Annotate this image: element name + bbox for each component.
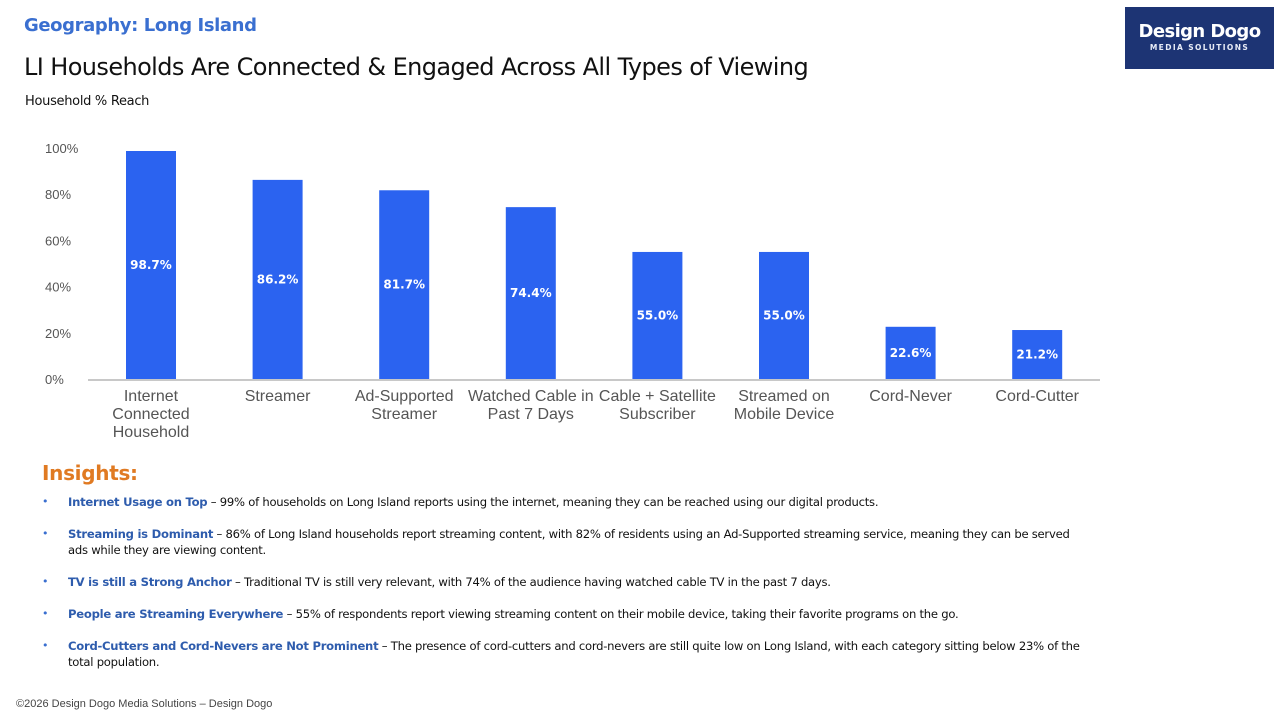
insight-lead: TV is still a Strong Anchor [68, 575, 232, 589]
bar [1012, 330, 1063, 380]
x-category-label-line: Ad-Supported [355, 388, 454, 405]
bullet-icon: • [42, 495, 49, 508]
bullet-icon: • [42, 527, 49, 540]
page-title: LI Households Are Connected & Engaged Ac… [24, 53, 809, 81]
chart-subtitle: Household % Reach [25, 94, 150, 109]
bullet-icon: • [42, 639, 49, 652]
logo-brand-text: Design Dogo [1138, 21, 1262, 42]
bullet-icon: • [42, 607, 49, 620]
y-tick-label: 40% [45, 280, 71, 295]
bars: 98.7% 86.2% 81.7% 74.4% 55.0% 55.0% 22.6% 21.2% [126, 151, 1063, 380]
bar [252, 179, 303, 380]
logo-tagline: MEDIA SOLUTIONS [1149, 43, 1250, 52]
insight-text: – The presence of cord-cutters and cord-… [68, 639, 1080, 669]
x-category-label-line: Subscriber [619, 406, 696, 423]
x-category-label: Streamer [245, 388, 311, 405]
y-tick-label: 20% [45, 326, 71, 341]
x-category-label: Ad-Supported Streamer [355, 388, 454, 423]
x-category-label-line: Cable + Satellite [599, 388, 716, 405]
y-tick-label: 80% [45, 187, 71, 202]
bar [505, 207, 556, 380]
x-category-label-line: Household [113, 424, 190, 441]
bar [379, 190, 430, 380]
x-category-label-line: Streamer [245, 388, 311, 405]
y-tick-label: 60% [45, 233, 71, 248]
x-category-label-line: Watched Cable in [468, 388, 594, 405]
insight-lead: People are Streaming Everywhere [68, 607, 284, 621]
bar-data-label: 86.2% [257, 272, 299, 286]
insight-lead: Internet Usage on Top [68, 495, 208, 509]
insights-list: • Internet Usage on Top – 99% of househo… [42, 494, 1092, 686]
insight-item: • Streaming is Dominant – 86% of Long Is… [42, 526, 1092, 558]
insight-item: • People are Streaming Everywhere – 55% … [42, 606, 1092, 622]
bar-data-label: 81.7% [383, 278, 425, 292]
x-category-label: Streamed on Mobile Device [734, 388, 835, 423]
bar-data-label: 22.6% [890, 346, 932, 360]
company-logo: Design Dogo MEDIA SOLUTIONS [1125, 7, 1274, 69]
x-category-label-line: Streamed on [738, 388, 830, 405]
bar-chart: 0% 20% 40% 60% 80% 100% 98.7% 86.2% 81.7% 74.4% 5… [45, 141, 1100, 441]
x-category-label: Internet Connected Household [112, 388, 189, 441]
x-category-label: Cord-Cutter [995, 388, 1079, 405]
y-tick-label: 0% [45, 372, 64, 387]
bar-data-label: 21.2% [1016, 348, 1058, 362]
x-category-label-line: Mobile Device [734, 406, 835, 423]
x-category-label: Watched Cable in Past 7 Days [468, 388, 594, 423]
x-category-label-line: Cord-Cutter [995, 388, 1079, 405]
y-axis-ticks: 0% 20% 40% 60% 80% 100% [45, 141, 79, 387]
insights-heading: Insights: [42, 461, 138, 485]
y-tick-label: 100% [45, 141, 79, 156]
insight-item: • Cord-Cutters and Cord-Nevers are Not P… [42, 638, 1092, 670]
insight-text: – 55% of respondents report viewing stre… [283, 607, 959, 621]
bar [885, 326, 936, 380]
x-category-label-line: Internet [124, 388, 179, 405]
insight-item: • TV is still a Strong Anchor – Traditio… [42, 574, 1092, 590]
x-category-label-line: Connected [112, 406, 189, 423]
insight-lead: Cord-Cutters and Cord-Nevers are Not Pro… [68, 639, 379, 653]
bar [759, 251, 809, 380]
x-category-label-line: Streamer [371, 406, 437, 423]
x-category-label: Cable + Satellite Subscriber [599, 388, 716, 423]
geography-label: Geography: Long Island [24, 15, 257, 36]
insight-lead: Streaming is Dominant [68, 527, 214, 541]
bar [126, 151, 176, 380]
bar-data-label: 98.7% [130, 258, 172, 272]
insight-text: – Traditional TV is still very relevant,… [231, 575, 831, 589]
x-category-label-line: Cord-Never [869, 388, 952, 405]
copyright-footer: ©2026 Design Dogo Media Solutions – Desi… [16, 698, 273, 710]
bullet-icon: • [42, 575, 49, 588]
x-category-label: Cord-Never [869, 388, 952, 405]
insight-text: – 99% of households on Long Island repor… [207, 495, 879, 509]
x-category-label-line: Past 7 Days [488, 406, 574, 423]
bar [632, 251, 683, 380]
insight-text: – 86% of Long Island households report s… [68, 527, 1070, 557]
bar-data-label: 74.4% [510, 286, 552, 300]
insight-item: • Internet Usage on Top – 99% of househo… [42, 494, 1092, 510]
bar-data-label: 55.0% [763, 308, 805, 322]
bar-data-label: 55.0% [637, 308, 679, 322]
